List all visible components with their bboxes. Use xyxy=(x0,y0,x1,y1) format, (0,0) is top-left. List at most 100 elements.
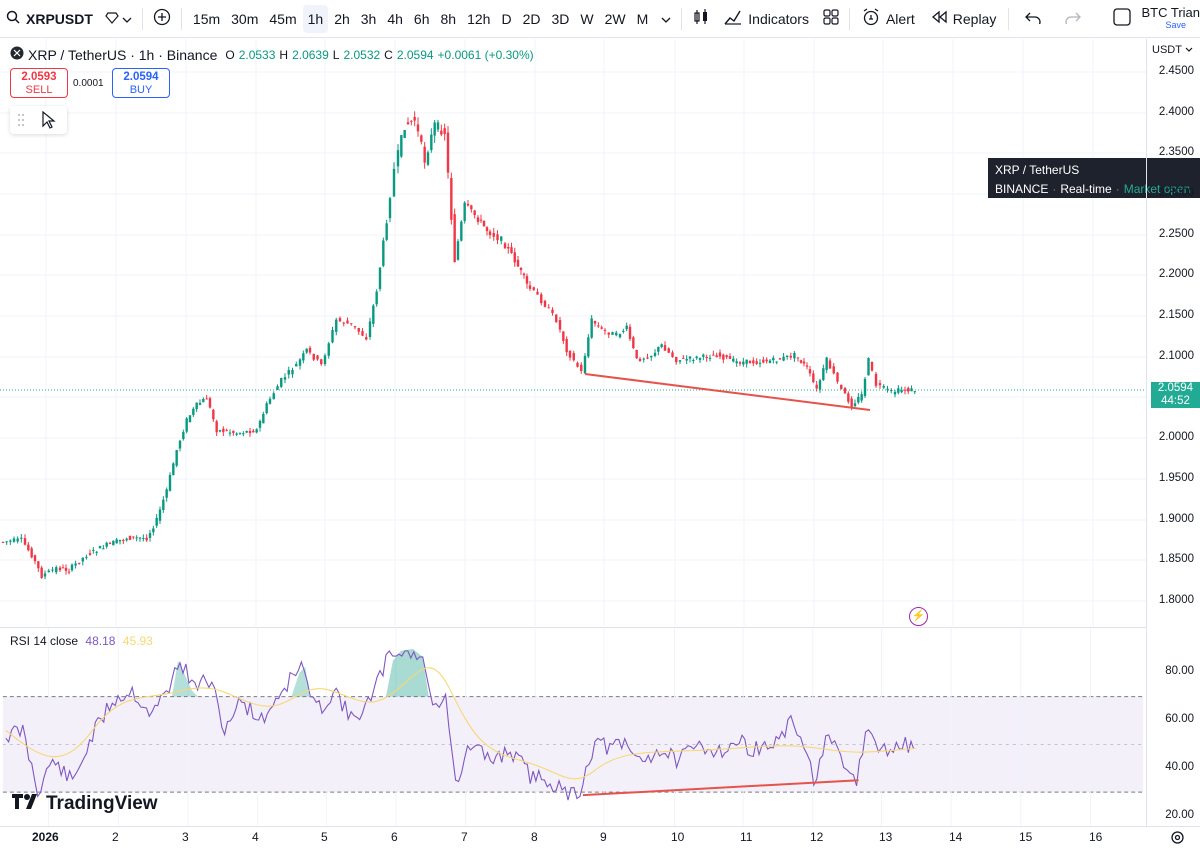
alert-button[interactable]: Alert xyxy=(854,8,923,29)
candle-body xyxy=(466,203,470,206)
divider xyxy=(681,7,683,30)
candle-body xyxy=(225,429,228,431)
candle-body xyxy=(863,378,867,396)
candle-body xyxy=(272,393,275,400)
timeframe-45m[interactable]: 45m xyxy=(269,10,297,27)
candle-body xyxy=(618,333,622,338)
candle-body xyxy=(138,537,142,539)
timeframe-3d[interactable]: 3D xyxy=(551,10,570,27)
candle-body xyxy=(98,546,102,549)
candle-body xyxy=(913,391,916,393)
timeframe-15m[interactable]: 15m xyxy=(192,10,221,27)
candle-body xyxy=(597,325,600,327)
price-tick-label: 1.9000 xyxy=(1158,513,1194,525)
candle-body xyxy=(485,227,489,232)
layout-button[interactable]: BTC Trian Save xyxy=(1107,0,1200,38)
candle-body xyxy=(870,361,874,371)
candle-body xyxy=(440,130,443,135)
cursor-arrow-icon[interactable] xyxy=(42,110,56,134)
candle-body xyxy=(252,430,255,433)
timeframe-dropdown[interactable] xyxy=(655,0,677,38)
candle-body xyxy=(642,358,645,360)
candle-body xyxy=(907,387,910,392)
candle-body xyxy=(115,539,118,544)
candle-body xyxy=(291,370,294,375)
timeframe-m[interactable]: M xyxy=(636,10,649,27)
candle-body xyxy=(715,355,718,358)
candle-body xyxy=(551,309,554,314)
timeframe-w[interactable]: W xyxy=(580,10,594,27)
candle-body xyxy=(416,124,420,132)
candle-body xyxy=(789,355,792,358)
candle-body xyxy=(162,499,165,511)
undo-button[interactable] xyxy=(1013,0,1053,38)
candle-body xyxy=(775,361,778,363)
candle-body xyxy=(47,570,50,573)
candle-body xyxy=(796,357,800,359)
timeframe-1h[interactable]: 1h xyxy=(302,4,329,33)
redo-icon xyxy=(1065,11,1082,28)
candle-body xyxy=(295,364,298,367)
currency-selector[interactable]: USDT xyxy=(1152,44,1193,56)
candle-body xyxy=(346,320,349,324)
indicators-button[interactable]: Indicators xyxy=(716,9,817,28)
price-axis[interactable]: 2.4500 2.4000 2.3500 2.3000 2.2500 2.2000 2.15… xyxy=(1146,39,1200,826)
candle-body xyxy=(302,353,305,361)
rsi-tick-label: 20.00 xyxy=(1165,809,1194,821)
compare-button[interactable] xyxy=(147,0,177,38)
candle-body xyxy=(698,358,702,360)
timeframe-4h[interactable]: 4h xyxy=(387,10,403,27)
candle-body xyxy=(728,356,732,359)
templates-button[interactable] xyxy=(817,0,845,38)
candle-body xyxy=(135,537,138,539)
timeframe-d[interactable]: D xyxy=(501,10,512,27)
time-axis[interactable]: 2026 2 3 4 5 6 7 8 9 10 11 12 13 14 15 16 xyxy=(0,826,1200,848)
timeframe-6h[interactable]: 6h xyxy=(413,10,430,27)
candle-body xyxy=(562,331,565,341)
symbol-type-dropdown[interactable] xyxy=(99,0,138,38)
candle-body xyxy=(688,356,692,359)
timeframe-8h[interactable]: 8h xyxy=(440,10,457,27)
candle-body xyxy=(638,358,642,362)
redo-button[interactable] xyxy=(1053,0,1093,38)
candle-body xyxy=(168,474,172,491)
chart-type-button[interactable] xyxy=(686,0,716,38)
timeframe-3h[interactable]: 3h xyxy=(360,10,377,27)
candle-body xyxy=(205,398,208,400)
candle-body xyxy=(765,359,768,362)
candle-body xyxy=(312,353,315,360)
symbol-search[interactable]: XRPUSDT xyxy=(0,0,99,38)
sell-button[interactable]: 2.0593 SELL xyxy=(10,68,68,98)
candle-body xyxy=(510,247,513,253)
candle-body xyxy=(568,350,572,358)
candle-body xyxy=(900,390,903,393)
timeframe-30m[interactable]: 30m xyxy=(231,10,259,27)
candle-body xyxy=(722,354,725,360)
price-chart[interactable] xyxy=(0,39,1146,626)
candle-body xyxy=(708,357,712,359)
settings-icon[interactable] xyxy=(1170,830,1185,848)
timeframe-2h[interactable]: 2h xyxy=(334,10,350,27)
candle-body xyxy=(516,259,520,267)
legend-high-label: H xyxy=(279,47,289,62)
rsi-pane[interactable] xyxy=(0,627,1146,826)
candle-body xyxy=(528,285,532,289)
tradingview-logo: TradingView xyxy=(12,793,158,815)
candle-body xyxy=(350,323,353,325)
drag-handle-icon[interactable] xyxy=(17,113,25,132)
candle-body xyxy=(67,571,71,573)
candle-body xyxy=(476,217,480,222)
timeframe-2w[interactable]: 2W xyxy=(604,10,626,27)
candle-body xyxy=(818,380,822,390)
lightning-icon[interactable]: ⚡ xyxy=(909,607,928,626)
candle-body xyxy=(762,359,765,363)
buy-button[interactable]: 2.0594 BUY xyxy=(112,68,170,98)
timeframe-2d[interactable]: 2D xyxy=(522,10,541,27)
candle-body xyxy=(338,318,342,322)
timeframe-12h[interactable]: 12h xyxy=(467,10,491,27)
candle-body xyxy=(388,198,392,219)
price-tick-label: 2.2500 xyxy=(1158,228,1194,240)
candle-body xyxy=(650,355,653,358)
bar-countdown: 44:52 xyxy=(1161,395,1190,407)
replay-button[interactable]: Replay xyxy=(923,10,1005,27)
